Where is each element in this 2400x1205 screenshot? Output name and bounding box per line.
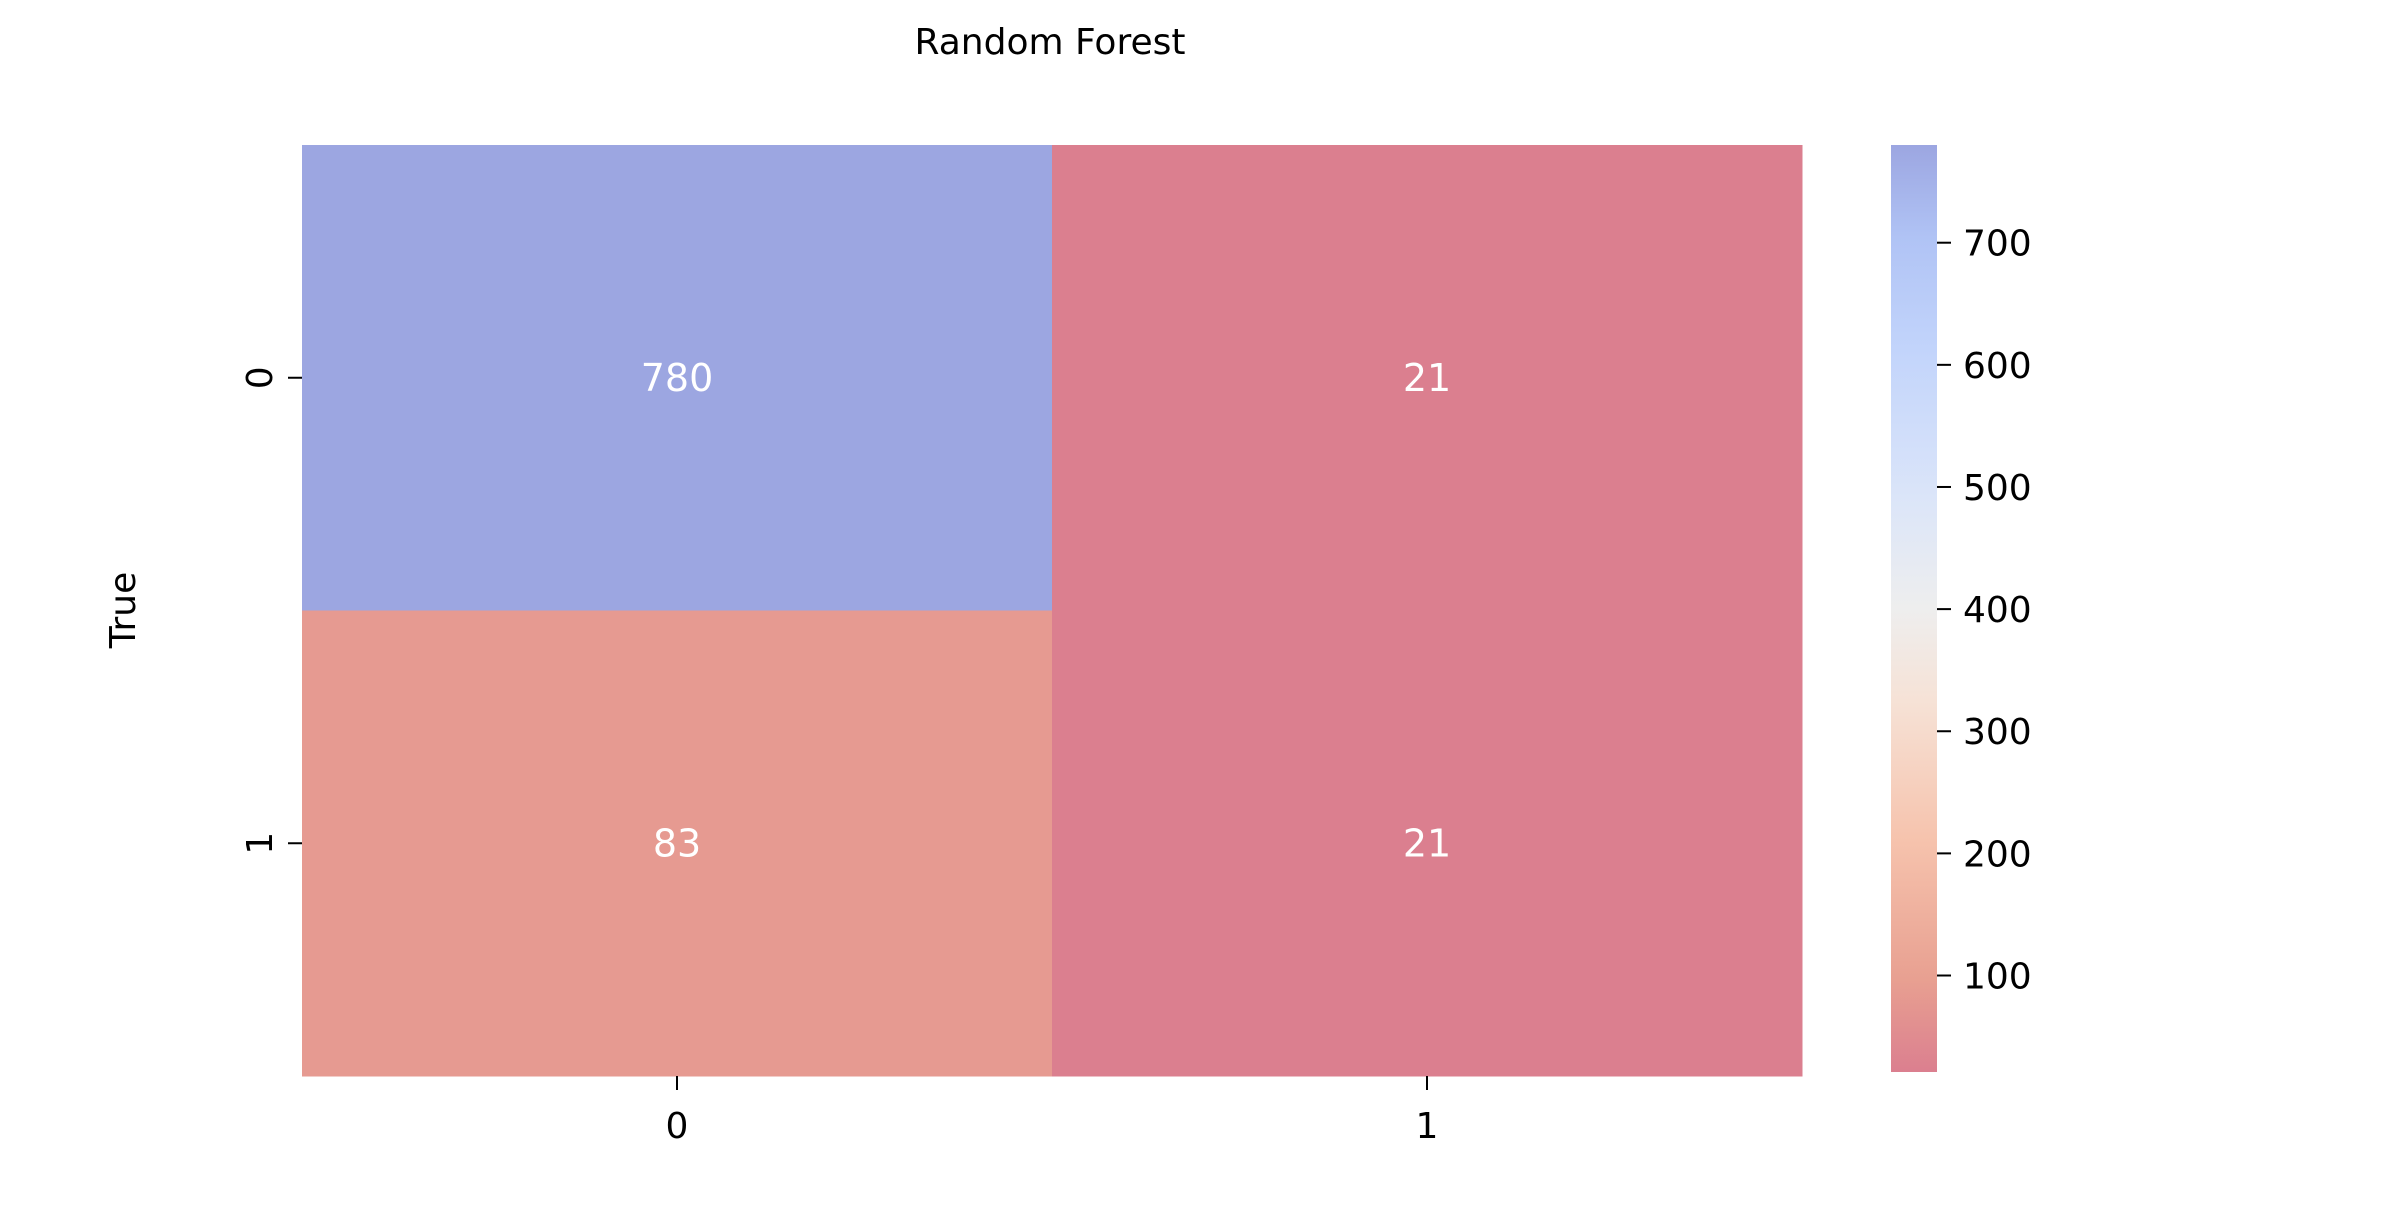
heatmap-cell-1-0 <box>302 610 1053 1077</box>
colorbar-tick-label-5: 600 <box>1963 346 2032 387</box>
y-tick-label-0: 0 <box>240 366 281 389</box>
colorbar <box>1891 145 1937 1072</box>
colorbar-tick-label-0: 100 <box>1963 957 2032 998</box>
colorbar-ticks: 100 200 300 400 500 600 700 <box>1937 224 2032 998</box>
colorbar-tick-label-6: 700 <box>1963 224 2032 265</box>
cell-annotation-1-0: 83 <box>653 821 701 865</box>
colorbar-tick-label-3: 400 <box>1963 590 2032 631</box>
cell-annotation-1-1: 21 <box>1403 821 1451 865</box>
x-tick-label-0: 0 <box>666 1106 689 1147</box>
cell-annotations: 780 21 83 21 <box>641 356 1451 866</box>
cell-annotation-0-1: 21 <box>1403 356 1451 400</box>
cell-annotation-0-0: 780 <box>641 356 714 400</box>
y-tick-label-1: 1 <box>240 832 281 855</box>
colorbar-tick-label-2: 300 <box>1963 712 2032 753</box>
y-axis-label: True <box>103 572 144 649</box>
heatmap-cell-1-1 <box>1052 610 1803 1077</box>
heatmap-cell-0-1 <box>1052 145 1803 611</box>
colorbar-tick-label-4: 500 <box>1963 468 2032 509</box>
chart-title: Random Forest <box>915 22 1186 63</box>
heatmap-cells <box>302 145 1803 1077</box>
heatmap-cell-0-0 <box>302 145 1053 611</box>
colorbar-tick-label-1: 200 <box>1963 834 2032 875</box>
y-axis-ticks: 01 <box>240 366 302 855</box>
x-tick-label-1: 1 <box>1416 1106 1439 1147</box>
